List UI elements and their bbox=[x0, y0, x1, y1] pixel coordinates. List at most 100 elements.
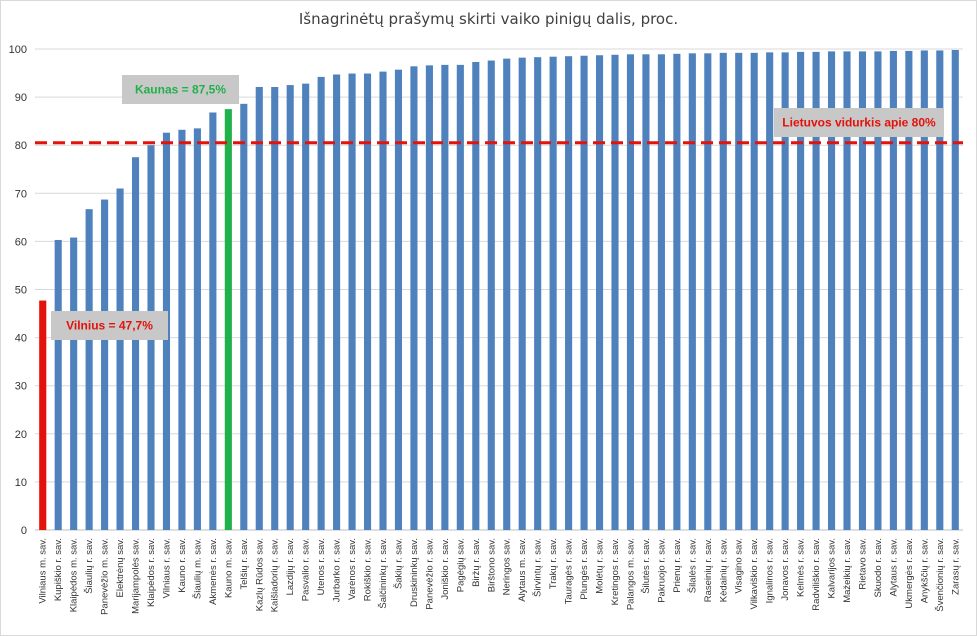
y-tick-label: 50 bbox=[15, 285, 27, 297]
bar bbox=[843, 51, 851, 530]
bar bbox=[827, 51, 836, 530]
bar bbox=[889, 50, 897, 530]
x-tick-label: Birštono sav. bbox=[486, 538, 497, 592]
x-tick-label: Plungės r. sav. bbox=[579, 538, 590, 600]
bar bbox=[766, 52, 774, 530]
x-tick-label: Šakių r. sav. bbox=[393, 538, 404, 589]
x-tick-label: Alytaus r. sav. bbox=[888, 538, 899, 596]
x-tick-label: Panevėžio m. sav. bbox=[100, 538, 111, 615]
bar bbox=[688, 53, 696, 530]
bar bbox=[101, 199, 109, 531]
x-tick-label: Klaipėdos m. sav. bbox=[69, 538, 80, 612]
x-tick-label: Kelmės r. sav. bbox=[796, 538, 807, 597]
y-tick-label: 20 bbox=[15, 429, 27, 441]
bar bbox=[410, 66, 418, 530]
y-tick-label: 10 bbox=[15, 477, 27, 489]
x-tick-label: Rietavo sav. bbox=[857, 538, 868, 590]
bar bbox=[240, 103, 248, 531]
x-tick-label: Šilalės r. sav. bbox=[687, 538, 698, 593]
y-tick-label: 100 bbox=[9, 44, 27, 56]
bar bbox=[363, 73, 372, 530]
y-tick-label: 60 bbox=[15, 236, 27, 248]
bar bbox=[286, 85, 294, 530]
x-tick-label: Vilniaus m. sav. bbox=[38, 538, 49, 604]
x-tick-label: Mažeikių r. sav. bbox=[842, 538, 853, 603]
x-tick-label: Trakų r. sav. bbox=[548, 538, 559, 589]
bar bbox=[719, 52, 727, 531]
y-tick-label: 70 bbox=[15, 188, 27, 200]
bar bbox=[704, 53, 712, 530]
y-tick-label: 30 bbox=[15, 381, 27, 393]
bar bbox=[394, 69, 403, 531]
x-tick-label: Klaipėdos r. sav. bbox=[146, 538, 157, 607]
y-tick-label: 90 bbox=[15, 92, 27, 104]
bar bbox=[178, 129, 186, 531]
x-tick-label: Alytaus m. sav. bbox=[517, 538, 528, 602]
bar bbox=[797, 51, 805, 531]
bar bbox=[255, 86, 263, 531]
x-tick-label: Palangos m. sav. bbox=[625, 538, 636, 610]
bar bbox=[333, 74, 341, 531]
x-tick-label: Vilkaviškio r. sav. bbox=[749, 538, 760, 609]
x-tick-label: Šilutės r. sav. bbox=[641, 538, 652, 594]
x-tick-label: Pagėgių sav. bbox=[455, 538, 466, 592]
x-tick-label: Rokiškio r. sav. bbox=[363, 538, 374, 601]
bar bbox=[580, 55, 588, 530]
bar bbox=[131, 157, 140, 530]
x-tick-label: Akmenės r. sav. bbox=[208, 538, 219, 605]
x-tick-label: Raseinių r. sav. bbox=[703, 538, 714, 602]
x-tick-label: Ignalinos r. sav. bbox=[765, 538, 776, 603]
x-tick-label: Šiaulių r. sav. bbox=[84, 538, 95, 594]
x-tick-label: Šiaulių m. sav. bbox=[192, 538, 203, 599]
x-tick-label: Marijampolės sav. bbox=[131, 538, 142, 614]
x-tick-label: Druskininkų sav. bbox=[409, 538, 420, 607]
x-tick-label: Pasvalio r. sav. bbox=[301, 538, 312, 601]
x-tick-label: Zarasų r. sav. bbox=[950, 538, 961, 595]
average-callout-box bbox=[774, 108, 944, 137]
y-tick-label: 0 bbox=[21, 525, 27, 537]
bar bbox=[348, 73, 356, 530]
x-tick-label: Kretingos r. sav. bbox=[610, 538, 621, 605]
x-tick-label: Neringos sav. bbox=[502, 538, 513, 595]
x-tick-label: Kaišiadorių r. sav. bbox=[270, 538, 281, 612]
bar bbox=[379, 71, 387, 531]
x-tick-label: Ukmergės r. sav. bbox=[904, 538, 915, 609]
bar bbox=[534, 57, 542, 530]
x-tick-label: Varėnos r. sav. bbox=[347, 538, 358, 600]
bar bbox=[735, 52, 743, 531]
bar bbox=[549, 56, 557, 531]
bar bbox=[472, 61, 480, 530]
vilnius-callout-box bbox=[51, 311, 168, 340]
bar bbox=[595, 55, 604, 531]
x-tick-label: Elektrėnų sav. bbox=[115, 538, 126, 598]
x-tick-label: Švenčionių r. sav. bbox=[935, 538, 946, 612]
x-tick-label: Telšių r. sav. bbox=[239, 538, 250, 590]
bar bbox=[920, 50, 928, 531]
bar bbox=[673, 53, 681, 531]
x-tick-label: Visagino sav. bbox=[734, 538, 745, 594]
kaunas-callout-label: Kaunas = 87,5% bbox=[135, 83, 226, 97]
bar bbox=[302, 83, 310, 530]
bar bbox=[611, 54, 619, 530]
x-tick-label: Kalvarijos sav. bbox=[827, 538, 838, 599]
x-tick-label: Radviliškio r. sav. bbox=[811, 538, 822, 611]
bar bbox=[781, 52, 789, 530]
x-tick-label: Panevėžio r. sav. bbox=[424, 538, 435, 610]
bar bbox=[858, 51, 867, 530]
vilnius-callout-label: Vilnius = 47,7% bbox=[66, 319, 153, 333]
bar bbox=[905, 50, 913, 530]
x-tick-label: Lazdijų r. sav. bbox=[285, 538, 296, 595]
x-tick-label: Kauno r. sav. bbox=[177, 538, 188, 593]
bar bbox=[441, 64, 449, 531]
x-tick-label: Vilniaus r. sav. bbox=[161, 538, 172, 598]
x-tick-label: Prienų r. sav. bbox=[672, 538, 683, 593]
kaunas-callout-box bbox=[122, 75, 239, 104]
bar bbox=[874, 51, 882, 530]
y-tick-label: 80 bbox=[15, 140, 27, 152]
x-tick-label: Šalčininkų r. sav. bbox=[378, 538, 389, 609]
bar bbox=[936, 50, 944, 531]
bar bbox=[224, 109, 232, 530]
bar bbox=[518, 57, 526, 531]
x-tick-label: Kauno m. sav. bbox=[223, 538, 234, 598]
x-tick-label: Tauragės r. sav. bbox=[564, 538, 575, 604]
